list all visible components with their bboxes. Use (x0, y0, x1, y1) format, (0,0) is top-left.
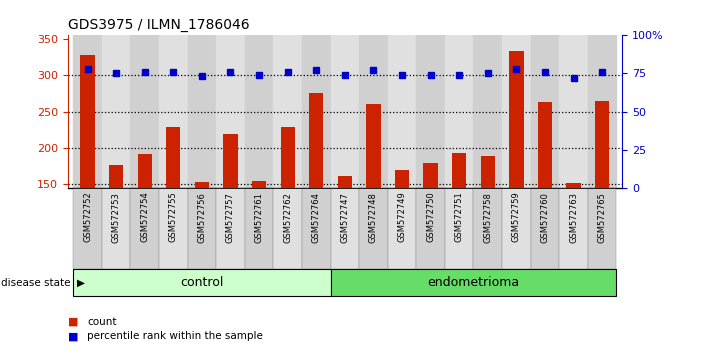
Bar (560, 35, 588, 188)
Bar (560, 188, 588, 269)
Text: GDS3975 / ILMN_1786046: GDS3975 / ILMN_1786046 (68, 18, 249, 32)
Bar (588, 188, 616, 269)
Text: GSM572750: GSM572750 (426, 192, 435, 242)
Bar (223, 134, 237, 293)
Bar (502, 188, 530, 269)
Text: GSM572748: GSM572748 (369, 192, 378, 242)
Bar (588, 35, 616, 188)
Text: control: control (180, 276, 223, 289)
Bar (417, 35, 445, 188)
Text: GSM572751: GSM572751 (454, 192, 464, 242)
Text: disease state  ▶: disease state ▶ (1, 277, 85, 287)
Bar (309, 93, 324, 293)
Bar (474, 188, 502, 269)
Text: count: count (87, 317, 117, 327)
Bar (159, 188, 188, 269)
Bar (80, 55, 95, 293)
Bar (73, 35, 102, 188)
Bar (452, 153, 466, 293)
Bar (530, 35, 560, 188)
Text: ■: ■ (68, 317, 78, 327)
Text: ■: ■ (68, 331, 78, 341)
Bar (474, 35, 502, 188)
Bar (188, 35, 216, 188)
Bar (417, 188, 445, 269)
Bar (331, 35, 359, 188)
Bar (188, 188, 216, 269)
Text: GSM572757: GSM572757 (226, 192, 235, 242)
Bar (130, 188, 159, 269)
Text: GSM572762: GSM572762 (283, 192, 292, 242)
Bar (359, 188, 387, 269)
Text: GSM572765: GSM572765 (598, 192, 606, 242)
Bar (166, 127, 181, 293)
Bar (395, 170, 409, 293)
Bar (159, 35, 188, 188)
Bar (130, 35, 159, 188)
Bar (331, 188, 359, 269)
Text: GSM572763: GSM572763 (569, 192, 578, 243)
Bar (102, 35, 130, 188)
Bar (252, 181, 266, 293)
Text: GSM572758: GSM572758 (483, 192, 492, 242)
Text: GSM572755: GSM572755 (169, 192, 178, 242)
Bar (530, 188, 560, 269)
Bar (445, 35, 474, 188)
Bar (109, 165, 123, 293)
Text: GSM572761: GSM572761 (255, 192, 264, 242)
Bar (387, 188, 417, 269)
Bar (245, 35, 273, 188)
Bar (502, 35, 530, 188)
Text: GSM572754: GSM572754 (140, 192, 149, 242)
Bar (216, 188, 245, 269)
Bar (302, 188, 331, 269)
Bar (338, 176, 352, 293)
Bar (445, 188, 474, 269)
Text: GSM572753: GSM572753 (112, 192, 121, 242)
Bar (195, 182, 209, 293)
Text: GSM572756: GSM572756 (198, 192, 206, 242)
Bar (102, 188, 130, 269)
Bar (281, 127, 295, 293)
Bar (567, 183, 581, 293)
Bar (216, 35, 245, 188)
Bar (302, 35, 331, 188)
Bar (387, 35, 417, 188)
Text: GSM572752: GSM572752 (83, 192, 92, 242)
Text: GSM572747: GSM572747 (341, 192, 349, 242)
Bar (424, 163, 438, 293)
Bar (595, 101, 609, 293)
Text: percentile rank within the sample: percentile rank within the sample (87, 331, 263, 341)
Text: GSM572760: GSM572760 (540, 192, 550, 242)
Bar (73, 188, 102, 269)
Text: GSM572749: GSM572749 (397, 192, 407, 242)
Bar (273, 188, 302, 269)
Bar (273, 35, 302, 188)
Bar (138, 154, 152, 293)
Bar (481, 156, 495, 293)
Bar (509, 51, 523, 293)
Text: endometrioma: endometrioma (427, 276, 520, 289)
Bar (359, 35, 387, 188)
Text: GSM572764: GSM572764 (311, 192, 321, 242)
Bar (538, 102, 552, 293)
Bar (245, 188, 273, 269)
Bar (366, 104, 380, 293)
Text: GSM572759: GSM572759 (512, 192, 521, 242)
